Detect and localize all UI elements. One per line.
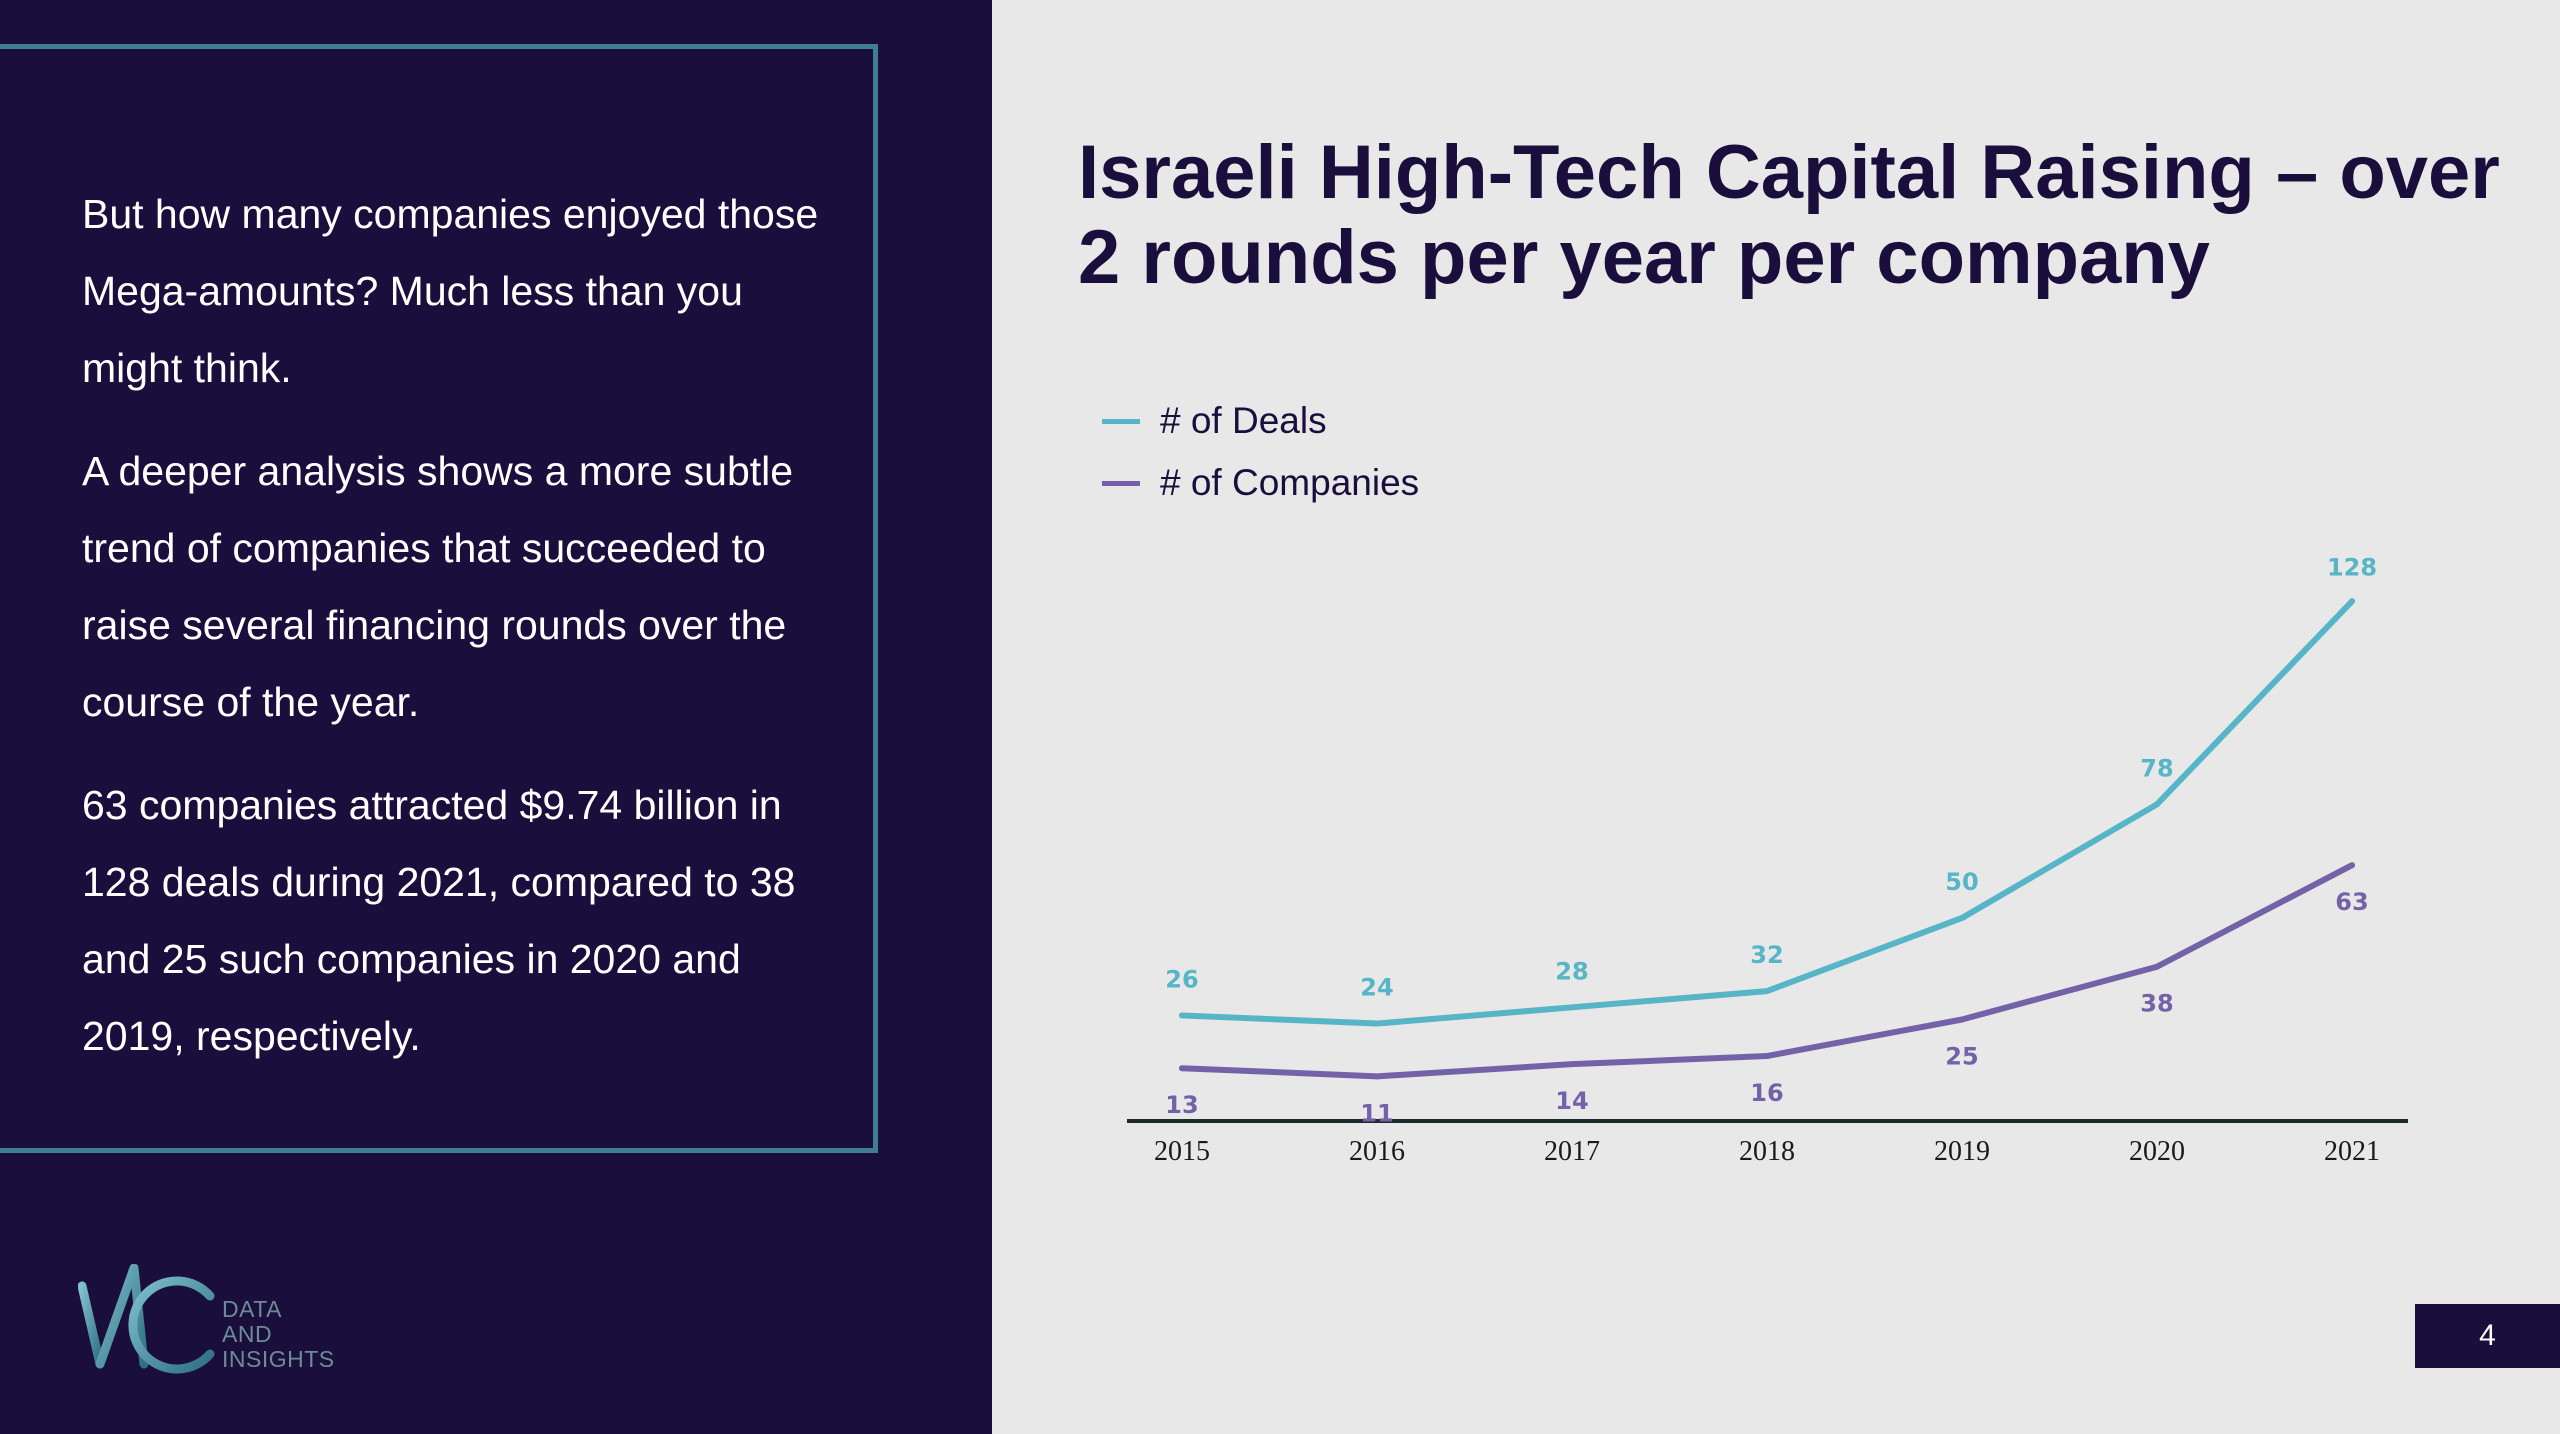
x-tick-label: 2017	[1544, 1136, 1600, 1167]
text-frame	[0, 44, 878, 1153]
data-point	[1959, 1016, 1965, 1023]
data-point	[2154, 801, 2160, 808]
logo-text-insights: INSIGHTS	[222, 1346, 335, 1372]
legend-swatch-deals	[1102, 418, 1140, 424]
page-number: 4	[2415, 1304, 2560, 1368]
ivc-logo-icon	[78, 1264, 215, 1374]
x-tick-label: 2016	[1349, 1136, 1405, 1167]
data-label: 32	[1750, 941, 1783, 969]
chart-legend: # of Deals # of Companies	[1102, 390, 1419, 514]
line-chart: 2015 2016 2017 2018 2019 2020 2021 26 24 28 32 50 78…	[1127, 553, 2408, 1167]
data-label: 11	[1360, 1099, 1393, 1127]
data-point	[1569, 1061, 1575, 1068]
data-label: 28	[1555, 957, 1588, 985]
data-point	[2154, 963, 2160, 970]
logo-text: DATA AND INSIGHTS	[222, 1297, 335, 1372]
paragraph-3: 63 companies attracted $9.74 billion in …	[82, 782, 796, 1059]
legend-label-deals: # of Deals	[1160, 400, 1327, 441]
body-text: But how many companies enjoyed those Meg…	[82, 176, 822, 1101]
x-tick-label: 2020	[2129, 1136, 2185, 1167]
data-label: 50	[1945, 868, 1978, 896]
data-point	[1569, 1004, 1575, 1011]
data-point	[1179, 1012, 1185, 1019]
data-label: 24	[1360, 974, 1393, 1002]
series-line-1	[1179, 862, 2355, 1080]
data-point	[2349, 598, 2355, 605]
legend-item-companies: # of Companies	[1102, 452, 1419, 514]
x-tick-label: 2018	[1739, 1136, 1795, 1167]
data-label: 13	[1165, 1091, 1198, 1119]
legend-item-deals: # of Deals	[1102, 390, 1419, 452]
data-label: 38	[2140, 990, 2173, 1018]
paragraph-1: But how many companies enjoyed those Meg…	[82, 191, 819, 391]
data-label: 16	[1750, 1079, 1783, 1107]
data-label: 25	[1945, 1042, 1978, 1070]
data-point	[1179, 1065, 1185, 1072]
paragraph-2: A deeper analysis shows a more subtle tr…	[82, 448, 794, 725]
data-point	[1764, 1053, 1770, 1060]
legend-swatch-companies	[1102, 480, 1140, 486]
left-panel: But how many companies enjoyed those Meg…	[0, 0, 992, 1434]
data-label: 128	[2327, 553, 2377, 581]
x-tick-label: 2015	[1154, 1136, 1210, 1167]
logo-text-and: AND	[222, 1321, 273, 1347]
logo-text-data: DATA	[222, 1296, 282, 1322]
data-point	[1764, 988, 1770, 995]
data-label: 14	[1555, 1087, 1588, 1115]
data-label: 63	[2335, 888, 2368, 916]
data-point	[2349, 862, 2355, 869]
x-tick-label: 2021	[2324, 1136, 2380, 1167]
data-label: 78	[2140, 754, 2173, 782]
data-label: 26	[1165, 965, 1198, 993]
x-tick-label: 2019	[1934, 1136, 1990, 1167]
chart-title: Israeli High-Tech Capital Raising – over…	[1078, 130, 2500, 300]
data-point	[1959, 914, 1965, 921]
data-point	[1374, 1073, 1380, 1080]
data-point	[1374, 1020, 1380, 1027]
legend-label-companies: # of Companies	[1160, 462, 1420, 503]
